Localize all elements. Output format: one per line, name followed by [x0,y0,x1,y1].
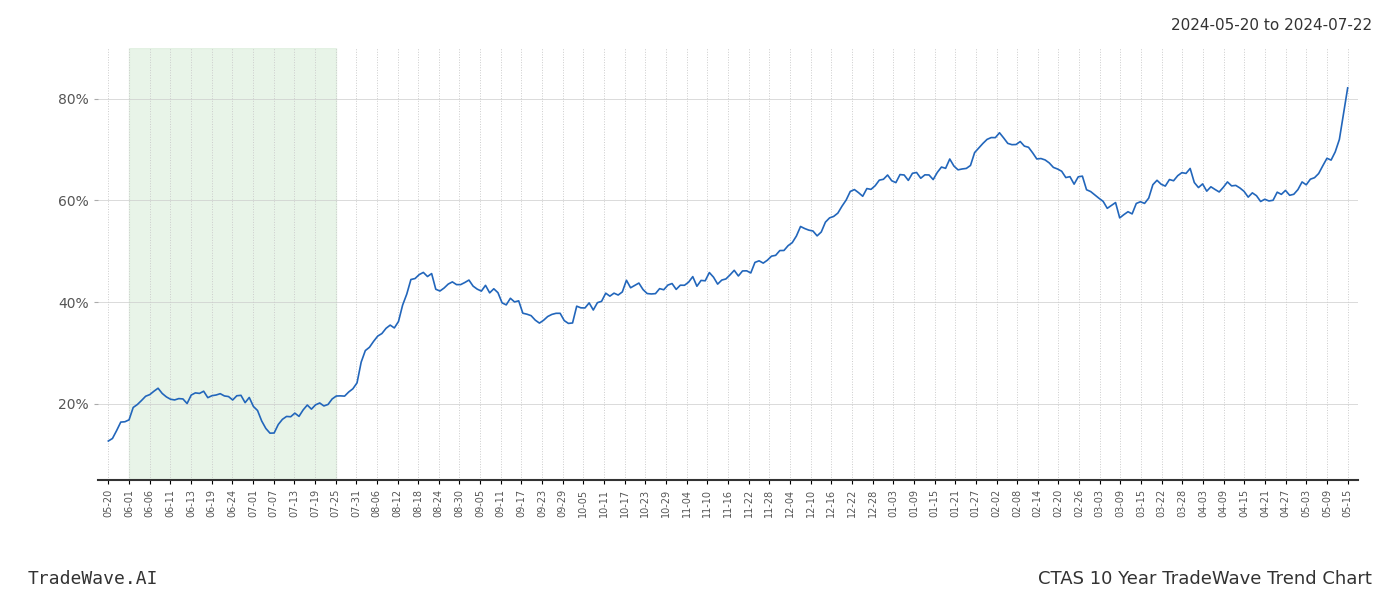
Text: TradeWave.AI: TradeWave.AI [28,570,158,588]
Text: 2024-05-20 to 2024-07-22: 2024-05-20 to 2024-07-22 [1170,18,1372,33]
Bar [129,48,336,480]
Text: CTAS 10 Year TradeWave Trend Chart: CTAS 10 Year TradeWave Trend Chart [1039,570,1372,588]
